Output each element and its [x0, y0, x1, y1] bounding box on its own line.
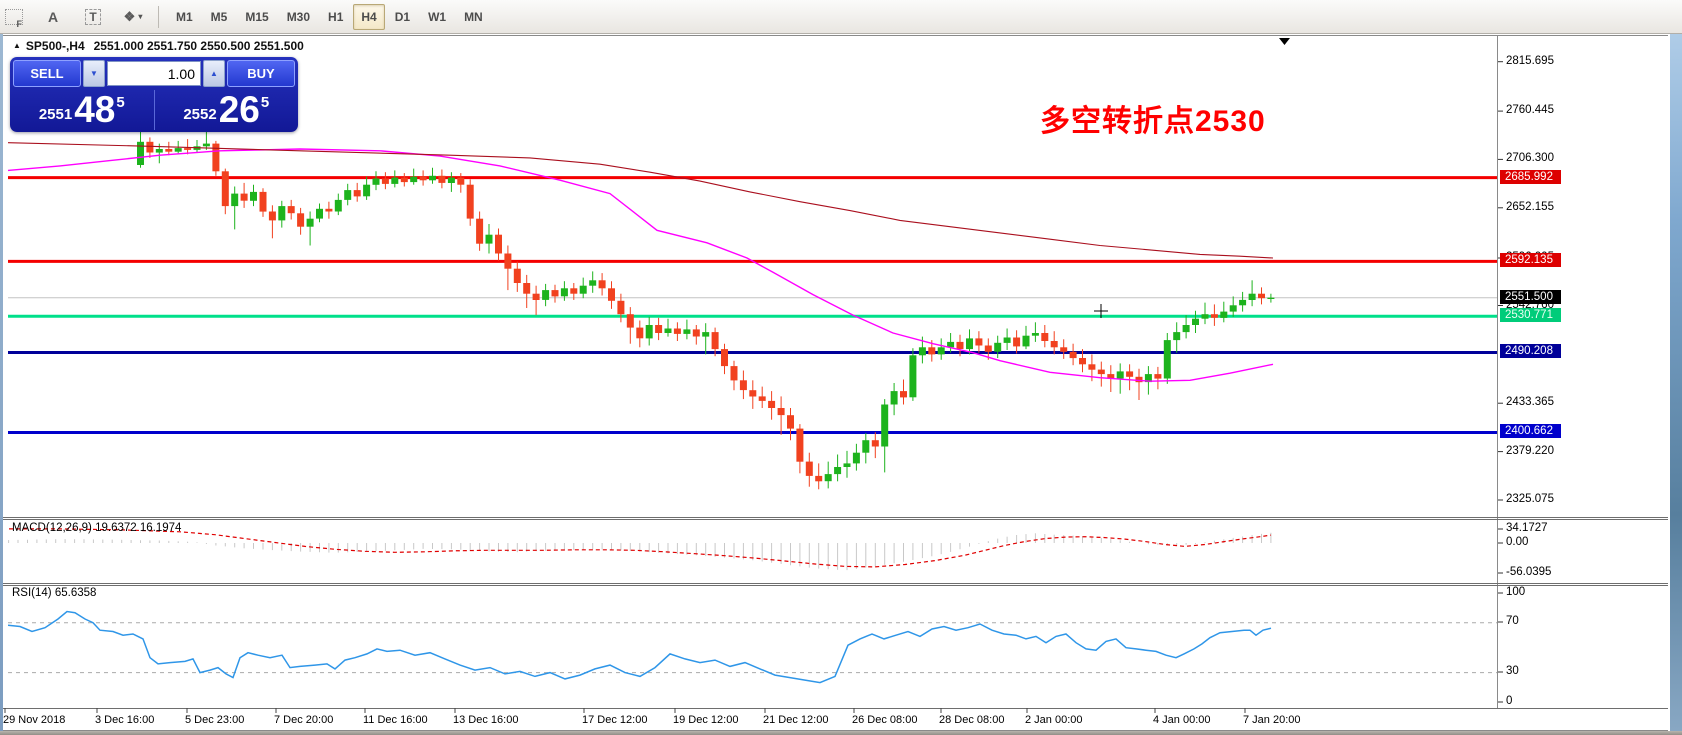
- date-axis-label: 7 Jan 20:00: [1243, 714, 1301, 726]
- symbol-period-label: SP500-,H4: [25, 39, 85, 53]
- chart-annotation-text: 多空转折点2530: [1040, 105, 1266, 138]
- sell-price-display[interactable]: 2551 48 5: [10, 90, 155, 130]
- price-axis-label: 2325.075: [1506, 493, 1554, 505]
- buy-price-small: 2552: [183, 106, 217, 123]
- timeframe-m5[interactable]: M5: [210, 9, 228, 24]
- buy-price-display[interactable]: 2552 26 5: [155, 90, 299, 130]
- date-axis-label: 29 Nov 2018: [3, 714, 66, 726]
- volume-increase-button[interactable]: ▲: [203, 60, 225, 87]
- price-axis-label: 2379.220: [1506, 445, 1554, 457]
- rsi-label: RSI(14) 65.6358: [12, 587, 97, 599]
- timeframe-mn[interactable]: MN: [464, 9, 483, 24]
- sell-button[interactable]: SELL: [13, 60, 81, 87]
- macd-label: MACD(12,26,9) 19.6372 16.1974: [12, 522, 182, 534]
- price-axis-label: 2815.695: [1506, 55, 1554, 67]
- timeframe-h1[interactable]: H1: [328, 9, 344, 24]
- volume-input[interactable]: [107, 61, 201, 86]
- date-axis-label: 19 Dec 12:00: [673, 714, 739, 726]
- price-axis-badge: 2530.771: [1500, 308, 1561, 322]
- timeframe-w1[interactable]: W1: [428, 9, 447, 24]
- sell-price-sup: 5: [116, 94, 125, 111]
- price-axis-label: 2433.365: [1506, 396, 1554, 408]
- timeframe-m15[interactable]: M15: [245, 9, 269, 24]
- price-axis-label: 2760.445: [1506, 104, 1554, 116]
- price-axis-badge: 2551.500: [1500, 290, 1561, 304]
- indicator-axis-label: 34.1727: [1506, 522, 1548, 534]
- price-axis-label: 2706.300: [1506, 152, 1554, 164]
- timeframe-m30[interactable]: M30: [286, 9, 311, 24]
- timeframe-buttons: M1 M5 M15 M30 H1 H4 D1 W1 MN: [167, 3, 492, 30]
- indicator-axis-label: 70: [1506, 615, 1519, 627]
- sell-price-small: 2551: [38, 106, 73, 123]
- cursor-a-icon[interactable]: A: [47, 8, 59, 25]
- buy-price-sup: 5: [260, 94, 270, 111]
- date-axis-label: 21 Dec 12:00: [763, 714, 829, 726]
- text-tool-icon[interactable]: T: [80, 4, 106, 30]
- indicator-axis-label: 0.00: [1506, 536, 1529, 548]
- window-edge-bottom: [0, 731, 1682, 735]
- chart-title: ▲ SP500-,H4 2551.000 2551.750 2550.500 255…: [13, 39, 304, 53]
- one-click-trade-panel: SELL ▼ ▲ BUY 2551 48 5 2552 26 5: [10, 57, 298, 132]
- indicator-axis-label: -56.0395: [1506, 566, 1552, 578]
- date-axis-label: 11 Dec 16:00: [363, 714, 428, 726]
- buy-button[interactable]: BUY: [227, 60, 295, 87]
- sell-price-big: 48: [74, 89, 116, 130]
- buy-price-big: 26: [218, 89, 260, 130]
- window-edge-right: [1670, 0, 1682, 735]
- toolbar-separator: [158, 5, 159, 28]
- price-axis-badge: 2400.662: [1500, 424, 1561, 438]
- date-axis-label: 5 Dec 23:00: [185, 714, 245, 726]
- date-axis-label: 17 Dec 12:00: [582, 714, 648, 726]
- indicator-axis-label: 0: [1506, 695, 1513, 707]
- price-axis-badge: 2685.992: [1500, 170, 1561, 184]
- timeframe-m1[interactable]: M1: [176, 9, 193, 24]
- volume-decrease-button[interactable]: ▼: [83, 60, 105, 87]
- price-axis-badge: 2490.208: [1500, 344, 1561, 358]
- indicator-axis-label: 30: [1506, 665, 1519, 677]
- collapse-triangle-icon[interactable]: ▲: [13, 41, 21, 50]
- date-axis-label: 13 Dec 16:00: [453, 714, 519, 726]
- symbols-grid-icon[interactable]: F: [2, 4, 28, 30]
- price-axis-badge: 2592.135: [1500, 253, 1561, 267]
- date-axis-label: 3 Dec 16:00: [95, 714, 155, 726]
- date-axis-label: 26 Dec 08:00: [852, 714, 918, 726]
- price-axis-label: 2652.155: [1506, 201, 1554, 213]
- indicator-axis-label: 100: [1506, 586, 1526, 598]
- ohlc-values: 2551.000 2551.750 2550.500 2551.500: [93, 39, 304, 53]
- chart-window[interactable]: [3, 33, 1670, 731]
- date-axis-label: 7 Dec 20:00: [274, 714, 334, 726]
- toolbar: F A T ❖ ▾ M1 M5 M15 M30 H1 H4 D1 W1 MN: [0, 0, 1682, 34]
- date-axis-label: 4 Jan 00:00: [1153, 714, 1211, 726]
- timeframe-d1[interactable]: D1: [394, 9, 411, 24]
- date-axis-label: 28 Dec 08:00: [939, 714, 1005, 726]
- objects-dropdown-icon[interactable]: ❖ ▾: [123, 8, 143, 24]
- window-edge-left: [0, 33, 3, 735]
- date-axis-label: 2 Jan 00:00: [1025, 714, 1083, 726]
- timeframe-h4[interactable]: H4: [353, 3, 385, 30]
